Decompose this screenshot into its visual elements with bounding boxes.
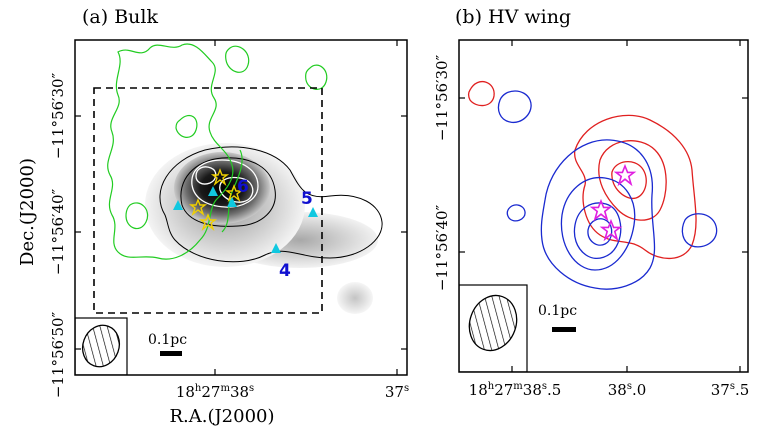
source-triangles (173, 186, 318, 253)
panel-b-ticks (459, 40, 748, 372)
source-triangle (271, 243, 281, 253)
y-tick-label-a-2: −11°56′40″ (49, 188, 67, 275)
source-label-5: 5 (301, 189, 313, 209)
outflow-contour-5 (221, 149, 243, 233)
panel-b-title: (b) HV wing (455, 6, 571, 28)
panel-b: (b) HV wing (433, 6, 749, 399)
magenta-star-markers (589, 163, 637, 242)
red-contour-3 (598, 140, 667, 221)
star-marker (198, 213, 218, 232)
bulk-contour-3 (191, 159, 259, 208)
blue-contour-4 (560, 177, 636, 271)
star-marker (210, 168, 230, 187)
outflow-contour-6 (175, 115, 198, 138)
source-label-4: 4 (279, 261, 291, 281)
source-triangle (173, 200, 183, 210)
source-triangle (308, 207, 318, 217)
source-triangle (227, 197, 237, 207)
beam-ellipse (81, 324, 121, 368)
star-marker (613, 163, 637, 187)
outflow-contours (107, 43, 328, 260)
red-contour-2 (574, 114, 697, 260)
red-contours (467, 80, 697, 260)
x-tick-label-b-3: 37s.5 (711, 381, 750, 399)
scale-bar-label-a: 0.1pc (148, 332, 187, 348)
x-tick-label-b-2: 38s.0 (608, 381, 647, 399)
outflow-contour-1 (107, 43, 234, 260)
scale-bar-a (160, 351, 182, 356)
scale-bar-b (552, 327, 576, 332)
red-contour-1 (467, 80, 495, 107)
source-label-6: 6 (237, 177, 249, 197)
y-axis-title-a: Dec.(J2000) (17, 158, 38, 266)
zoom-region-box (93, 87, 323, 314)
outflow-contour-2 (225, 45, 250, 73)
x-axis-title-a: R.A.(J2000) (169, 406, 274, 427)
blue-contour-2 (506, 204, 526, 222)
y-tick-label-b-2: −11°56′40″ (433, 204, 451, 291)
star-marker (188, 198, 208, 217)
x-tick-label-b-1: 18h27m38s.5 (469, 381, 562, 399)
panel-a-frame (74, 39, 408, 376)
blue-contour-6 (587, 218, 613, 246)
panel-b-frame (458, 39, 749, 373)
panel-a-title: (a) Bulk (82, 6, 158, 28)
panel-a-plot-area: 6 5 4 0.1pc (75, 40, 407, 375)
panel-a: (a) Bulk (17, 6, 409, 427)
star-markers (188, 168, 244, 232)
beam-ellipse-b (468, 294, 518, 352)
y-tick-label-a-3: −11°56′50″ (49, 311, 67, 398)
blue-contour-1 (497, 90, 532, 124)
x-tick-label-a-1: 18h27m38s (176, 383, 254, 401)
bulk-contour-2 (180, 157, 276, 227)
panel-b-plot-area: 0.1pc (459, 40, 748, 372)
red-contour-4 (611, 161, 647, 200)
blue-contours (497, 90, 718, 290)
emission-spot (337, 282, 373, 314)
star-marker (224, 184, 244, 203)
x-tick-label-a-2: 37s (385, 383, 409, 401)
y-tick-label-a-1: −11°56′30″ (49, 72, 67, 159)
y-tick-label-b-1: −11°56′30″ (433, 54, 451, 141)
panel-a-ticks (75, 40, 407, 375)
bulk-contour-outer (159, 146, 383, 263)
blue-contour-5 (573, 202, 622, 259)
blue-contour-3 (540, 139, 656, 290)
source-triangle (208, 186, 218, 196)
star-marker (599, 218, 623, 242)
star-marker (589, 198, 613, 222)
blue-contour-7 (681, 213, 718, 248)
outflow-contour-4 (125, 202, 149, 230)
scale-bar-label-b: 0.1pc (538, 303, 577, 319)
outflow-contour-3 (305, 64, 328, 90)
